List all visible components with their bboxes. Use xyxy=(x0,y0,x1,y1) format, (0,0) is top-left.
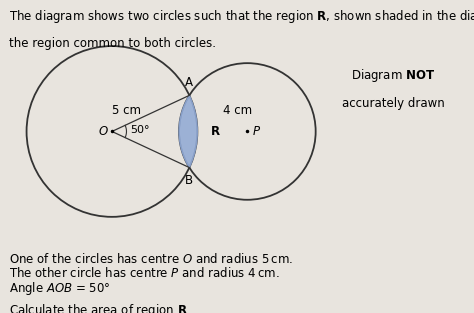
Text: One of the circles has centre $\it{O}$ and radius 5 cm.: One of the circles has centre $\it{O}$ a… xyxy=(9,252,294,266)
Text: Diagram $\bf{NOT}$: Diagram $\bf{NOT}$ xyxy=(351,67,436,84)
Text: A: A xyxy=(185,76,193,90)
Text: Calculate the area of region $\bf{R}$.: Calculate the area of region $\bf{R}$. xyxy=(9,302,191,313)
Text: The diagram shows two circles such that the region $\bf{R}$, shown shaded in the: The diagram shows two circles such that … xyxy=(9,8,474,25)
Text: 50°: 50° xyxy=(130,125,149,135)
Polygon shape xyxy=(179,95,197,167)
Text: Angle $\it{AOB}$ = 50°: Angle $\it{AOB}$ = 50° xyxy=(9,280,111,297)
Text: O: O xyxy=(99,125,108,138)
Text: 5 cm: 5 cm xyxy=(112,104,141,117)
Text: the region common to both circles.: the region common to both circles. xyxy=(9,37,217,50)
Text: accurately drawn: accurately drawn xyxy=(342,97,445,110)
Text: B: B xyxy=(185,173,193,187)
Text: 4 cm: 4 cm xyxy=(223,104,252,117)
Text: R: R xyxy=(211,125,220,138)
Text: P: P xyxy=(253,125,260,138)
Text: The other circle has centre $\it{P}$ and radius 4 cm.: The other circle has centre $\it{P}$ and… xyxy=(9,266,280,280)
